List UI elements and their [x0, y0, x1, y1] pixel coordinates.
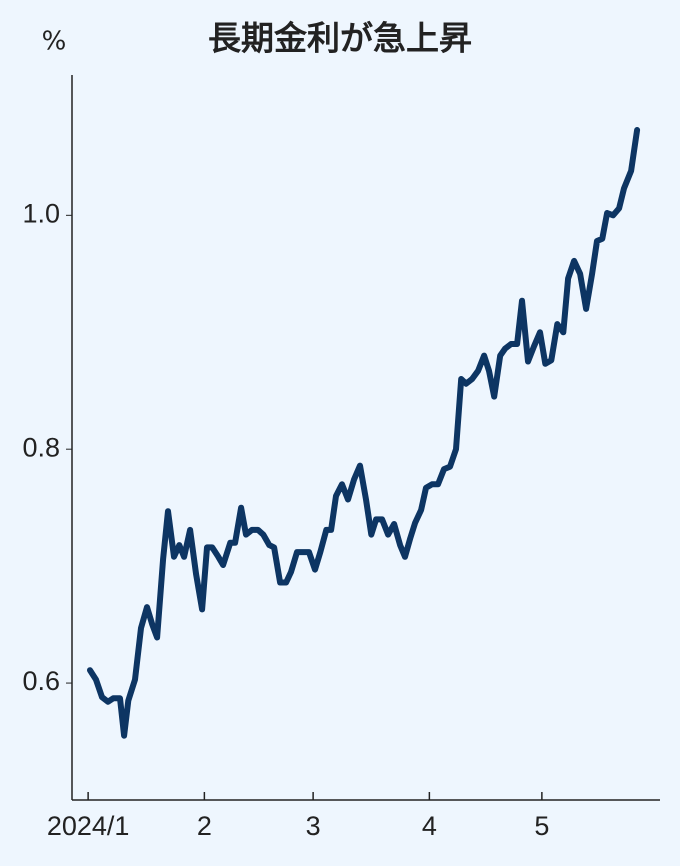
data-line — [87, 127, 641, 739]
y-unit: % — [42, 27, 67, 57]
x-tick-label: 3 — [306, 811, 321, 841]
y-tick-label: 0.8 — [22, 432, 60, 462]
y-tick-label: 1.0 — [22, 198, 60, 228]
x-tick-label: 4 — [422, 811, 437, 841]
x-tick-label: 5 — [534, 811, 549, 841]
y-tick-label: 0.6 — [22, 666, 60, 696]
x-tick-label: 2 — [197, 811, 212, 841]
x-tick-label: 2024/1 — [47, 811, 130, 841]
chart-title: 長期金利が急上昇 — [208, 19, 472, 58]
